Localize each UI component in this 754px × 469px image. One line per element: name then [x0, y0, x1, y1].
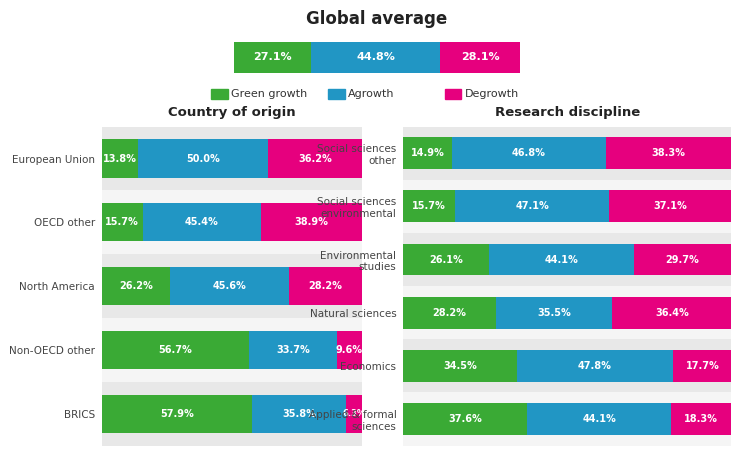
Text: 29.7%: 29.7% [666, 255, 699, 265]
Bar [261, 203, 362, 242]
Bar [250, 331, 337, 369]
Text: 47.1%: 47.1% [515, 201, 549, 212]
Bar [403, 127, 731, 180]
Text: 37.1%: 37.1% [653, 201, 687, 212]
Bar [671, 403, 731, 435]
Text: 9.6%: 9.6% [336, 345, 363, 355]
Bar [489, 243, 633, 275]
Text: 17.7%: 17.7% [685, 361, 719, 371]
Text: 47.8%: 47.8% [578, 361, 612, 371]
Text: Degrowth: Degrowth [465, 89, 520, 99]
Bar [403, 233, 731, 286]
Bar [403, 297, 496, 329]
Text: 37.6%: 37.6% [448, 414, 482, 424]
Bar [455, 190, 609, 222]
Bar [673, 350, 731, 382]
Text: 44.1%: 44.1% [544, 255, 578, 265]
Bar [403, 190, 455, 222]
Text: 38.3%: 38.3% [651, 148, 685, 158]
Text: 44.8%: 44.8% [356, 53, 395, 62]
Bar [143, 203, 261, 242]
Text: 33.7%: 33.7% [276, 345, 310, 355]
Bar [633, 243, 731, 275]
Bar [102, 267, 170, 305]
Bar [138, 139, 268, 178]
Text: 45.4%: 45.4% [185, 217, 219, 227]
Bar [102, 139, 138, 178]
Bar [612, 297, 731, 329]
Text: 46.8%: 46.8% [512, 148, 546, 158]
Text: 57.9%: 57.9% [160, 408, 194, 419]
Text: 38.9%: 38.9% [294, 217, 328, 227]
Bar [102, 382, 362, 446]
Text: 15.7%: 15.7% [412, 201, 446, 212]
Text: 13.8%: 13.8% [103, 153, 136, 164]
Text: Research discipline: Research discipline [495, 106, 640, 119]
Text: 28.2%: 28.2% [433, 308, 467, 318]
Text: 36.4%: 36.4% [655, 308, 689, 318]
Bar [102, 318, 362, 382]
Bar [403, 286, 731, 339]
Bar [609, 190, 731, 222]
Bar [337, 331, 362, 369]
Text: 44.1%: 44.1% [582, 414, 616, 424]
Text: 14.9%: 14.9% [411, 148, 445, 158]
Text: 26.2%: 26.2% [119, 281, 153, 291]
Bar [289, 267, 362, 305]
Bar [253, 394, 345, 433]
Text: 18.3%: 18.3% [685, 414, 719, 424]
Bar [516, 350, 673, 382]
Bar [403, 403, 527, 435]
Bar [102, 127, 362, 190]
Text: 27.1%: 27.1% [253, 53, 292, 62]
Bar [102, 190, 362, 254]
Text: 28.1%: 28.1% [461, 53, 499, 62]
Bar [403, 339, 731, 393]
Bar [102, 203, 143, 242]
Bar [268, 139, 362, 178]
Bar [170, 267, 289, 305]
Bar [345, 394, 362, 433]
Text: 34.5%: 34.5% [443, 361, 477, 371]
Bar [102, 254, 362, 318]
Text: 56.7%: 56.7% [158, 345, 192, 355]
Text: 26.1%: 26.1% [429, 255, 463, 265]
Bar [605, 137, 731, 169]
Text: Global average: Global average [306, 10, 448, 28]
Bar [102, 394, 253, 433]
Bar [403, 180, 731, 233]
Bar [440, 42, 520, 73]
Text: 6.3%: 6.3% [342, 409, 366, 418]
Text: 50.0%: 50.0% [185, 153, 219, 164]
Bar [403, 393, 731, 446]
Bar [496, 297, 612, 329]
Bar [234, 42, 311, 73]
Bar [311, 42, 440, 73]
Text: 36.2%: 36.2% [298, 153, 332, 164]
Text: 45.6%: 45.6% [213, 281, 246, 291]
Text: Agrowth: Agrowth [348, 89, 395, 99]
Text: 15.7%: 15.7% [106, 217, 139, 227]
Text: 35.5%: 35.5% [538, 308, 571, 318]
Text: 35.8%: 35.8% [282, 408, 316, 419]
Bar [527, 403, 671, 435]
Bar [403, 137, 452, 169]
Text: Country of origin: Country of origin [168, 106, 296, 119]
Bar [403, 350, 516, 382]
Bar [403, 243, 489, 275]
Bar [102, 331, 250, 369]
Text: 28.2%: 28.2% [308, 281, 342, 291]
Text: Green growth: Green growth [231, 89, 308, 99]
Bar [452, 137, 605, 169]
